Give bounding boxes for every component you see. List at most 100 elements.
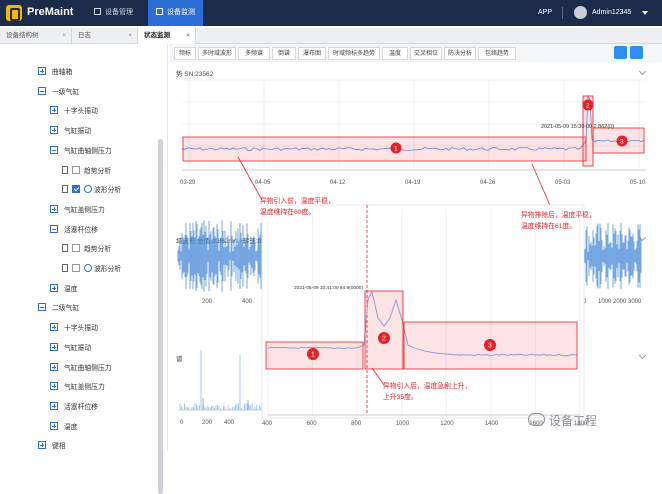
tab-status-monitoring[interactable]: 状态监测 × [138, 28, 196, 44]
annotation-after: 异物排除后，温度平稳， 温度维持在61度。 [521, 210, 596, 232]
tree-node[interactable]: 温度 [50, 421, 78, 435]
monitor-icon [156, 8, 163, 15]
file-icon [62, 165, 68, 174]
checkbox[interactable] [72, 165, 80, 174]
tree-node[interactable]: 十字头振动 [50, 322, 98, 336]
expand-icon[interactable] [50, 204, 58, 213]
checkbox[interactable] [72, 244, 80, 253]
close-icon[interactable]: × [62, 32, 66, 39]
expand-icon[interactable] [50, 323, 58, 332]
tree-node[interactable]: 键相 [38, 440, 66, 454]
scrollbar[interactable] [158, 139, 163, 494]
toolbar-button[interactable]: 温度 [382, 47, 408, 60]
tree-node[interactable]: 波形分析 [62, 184, 121, 198]
tab-log[interactable]: 日志 × [72, 28, 138, 44]
tree-node[interactable]: 曲轴箱 [38, 66, 72, 80]
tab-label: 设备结构树 [6, 32, 39, 39]
region-marker [390, 142, 402, 154]
tree-node-label: 趋势分析 [84, 246, 112, 254]
tab-label: 日志 [78, 32, 91, 39]
trend-panel-title: 势 SN:23562 [176, 71, 214, 78]
tab-structure-tree[interactable]: 设备结构树 × [0, 28, 72, 44]
trend-tick-label: 04-05 [255, 180, 271, 186]
collapse-icon[interactable] [50, 145, 58, 154]
avatar[interactable] [574, 6, 587, 19]
tree-node[interactable]: 趋势分析 [62, 243, 111, 257]
annotation-jump: 异物引入后，温度急剧上升， 上升35度。 [383, 381, 471, 403]
file-icon [62, 264, 68, 272]
file-icon [62, 185, 68, 194]
collapse-icon[interactable] [38, 86, 46, 95]
tree-node-label: 气缸振动 [64, 344, 92, 352]
analysis-toolbar: 频标 多时域波形 多频谱 倒谱 瀑布图 时域频标多趋势 温度 交叉相位 防决分析 包络趋势 [170, 44, 662, 62]
app-link[interactable]: APP [538, 9, 553, 16]
toolbar-button[interactable]: 频标 [174, 47, 196, 60]
device-tree: 曲轴箱 一级气缸 十字头振动 气缸振动 气缸曲轴侧压力 趋势分析 波形分析 气缸盖侧压力 活塞杆… [0, 44, 168, 494]
tree-node-label: 一级气缸 [52, 88, 80, 96]
divider [562, 7, 563, 19]
region-marker-label: 3 [488, 343, 492, 350]
tree-node[interactable]: 温度 [50, 283, 78, 297]
region-marker-label: 3 [620, 139, 624, 146]
wave-tick-label: 3000 [628, 299, 642, 305]
toolbar-button[interactable]: 交叉相位 [410, 47, 442, 60]
chart-icon[interactable] [630, 46, 643, 59]
expand-icon[interactable] [50, 283, 58, 292]
user-name[interactable]: Admin12345 [592, 9, 632, 16]
search-icon[interactable] [614, 46, 627, 59]
expand-icon[interactable] [50, 362, 58, 371]
tree-node[interactable]: 气缸曲轴侧压力 [50, 362, 112, 376]
toolbar-button[interactable]: 时域频标多趋势 [328, 47, 380, 60]
chevron-down-icon[interactable] [642, 11, 648, 15]
expand-icon[interactable] [50, 126, 58, 135]
annotation-arrow [371, 367, 385, 386]
trend-tick-label: 05-03 [555, 180, 571, 186]
device-icon [94, 8, 101, 15]
checkbox[interactable] [72, 264, 80, 272]
nav-device-management[interactable]: 设备管理 [86, 0, 141, 26]
tab-bar: 设备结构树 × 日志 × 状态监测 × [0, 28, 662, 44]
trend-tick-label: 03-29 [180, 180, 196, 186]
tree-node-label: 活塞杆位移 [64, 403, 98, 411]
logo-icon [6, 5, 22, 21]
close-icon[interactable]: × [128, 32, 132, 39]
toolbar-button[interactable]: 多时域波形 [198, 47, 236, 60]
tree-node[interactable]: 气缸振动 [50, 125, 91, 139]
annotation-line: 异物排除后，温度平稳， [521, 212, 596, 219]
tree-node[interactable]: 十字头振动 [50, 105, 98, 119]
tree-node[interactable]: 气缸曲轴侧压力 [50, 145, 112, 159]
close-icon[interactable]: × [186, 32, 190, 39]
toolbar-button[interactable]: 倒谱 [272, 47, 296, 60]
toolbar-button[interactable]: 防决分析 [444, 47, 476, 60]
toolbar-button[interactable]: 包络趋势 [478, 47, 516, 60]
nav-device-monitoring[interactable]: 设备监测 [148, 0, 203, 26]
tree-node[interactable]: 活塞杆位移 [50, 224, 98, 238]
tree-node[interactable]: 二级气缸 [38, 302, 79, 316]
checkbox[interactable] [72, 185, 80, 194]
expand-icon[interactable] [50, 342, 58, 351]
expand-icon[interactable] [38, 67, 46, 75]
region-marker-label: 1 [311, 352, 315, 359]
collapse-icon[interactable] [50, 224, 58, 233]
expand-icon[interactable] [50, 106, 58, 115]
tree-node[interactable]: 气缸振动 [50, 342, 91, 356]
tree-node[interactable]: 一级气缸 [38, 86, 79, 100]
wave-tick-label: 400 [242, 299, 253, 305]
toolbar-button[interactable]: 多频谱 [238, 47, 270, 60]
collapse-icon[interactable] [38, 303, 46, 312]
tree-node-label: 活塞杆位移 [64, 226, 98, 234]
expand-icon[interactable] [50, 421, 58, 430]
tree-node[interactable]: 活塞杆位移 [50, 401, 98, 415]
zoom-readout: 2021-05-09 10:41:00 84.9(0000) [294, 285, 363, 291]
tree-node[interactable]: 波形分析 [62, 263, 121, 277]
nav-label: 设备监测 [167, 9, 195, 16]
toolbar-button[interactable]: 瀑布图 [298, 47, 326, 60]
expand-icon[interactable] [38, 441, 46, 450]
expand-icon[interactable] [50, 382, 58, 391]
tab-label: 状态监测 [144, 32, 170, 39]
trend-region-1 [182, 136, 587, 162]
tree-node[interactable]: 趋势分析 [62, 165, 111, 179]
tree-node[interactable]: 气缸盖侧压力 [50, 204, 105, 218]
tree-node[interactable]: 气缸盖侧压力 [50, 381, 105, 395]
expand-icon[interactable] [50, 401, 58, 410]
